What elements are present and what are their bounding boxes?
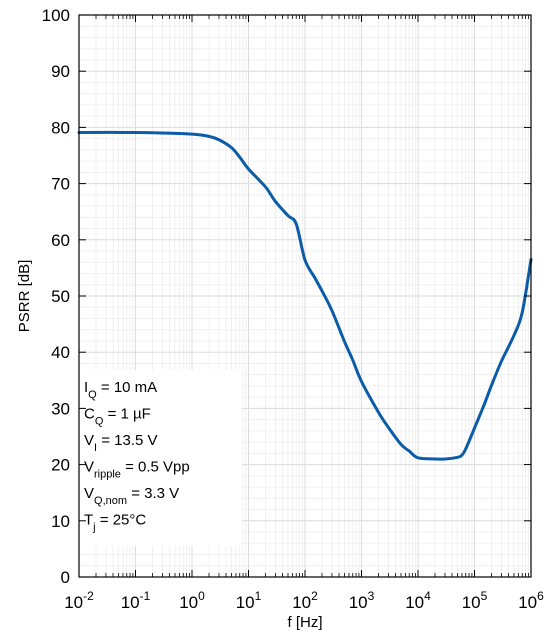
x-tick-label: 104 [405, 589, 431, 612]
psrr-curve [77, 130, 533, 461]
y-tick-label: 90 [51, 62, 70, 81]
axis-ticks [78, 14, 532, 578]
legend-line: VQ,nom = 3.3 V [84, 485, 179, 507]
x-tick-label: 106 [518, 589, 544, 612]
legend-box: IQ = 10 mA CQ = 1 µF VI = 13.5 V Vripple = … [80, 370, 242, 546]
y-tick-label: 10 [51, 512, 70, 531]
y-tick-labels: 0 10 20 30 40 50 60 70 80 90 100 [42, 6, 70, 587]
legend-line: IQ = 10 mA [84, 379, 157, 401]
legend-line: CQ = 1 µF [84, 406, 151, 428]
x-tick-label: 105 [462, 589, 488, 612]
x-tick-label: 10-2 [64, 589, 94, 612]
y-tick-label: 50 [51, 287, 70, 306]
x-axis-title: f [Hz] [287, 614, 322, 631]
legend-background [80, 370, 242, 546]
y-tick-label: 60 [51, 231, 70, 250]
y-tick-label: 100 [42, 6, 70, 25]
x-tick-label: 101 [236, 589, 262, 612]
legend-line: Vripple = 0.5 Vpp [84, 459, 190, 481]
legend-line: Tj = 25°C [84, 512, 146, 534]
legend-line: VI = 13.5 V [84, 432, 158, 454]
x-tick-label: 103 [349, 589, 375, 612]
y-tick-label: 20 [51, 456, 70, 475]
y-axis-title: PSRR [dB] [16, 260, 33, 333]
x-tick-labels: 10-2 10-1 100 101 102 103 104 105 106 [64, 589, 544, 612]
y-tick-label: 30 [51, 399, 70, 418]
y-tick-label: 40 [51, 343, 70, 362]
y-tick-label: 80 [51, 118, 70, 137]
y-tick-label: 70 [51, 175, 70, 194]
x-tick-label: 100 [179, 589, 205, 612]
y-tick-label: 0 [61, 568, 70, 587]
x-tick-label: 10-1 [121, 589, 151, 612]
x-tick-label: 102 [292, 589, 318, 612]
